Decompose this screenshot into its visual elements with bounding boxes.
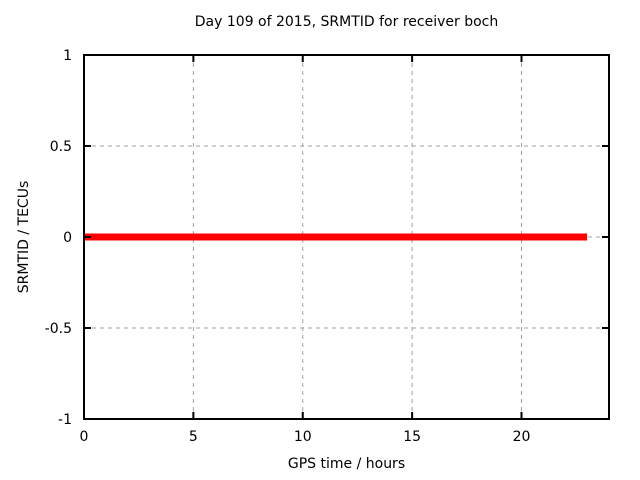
- y-tick-label: -0.5: [45, 321, 72, 337]
- chart-title: Day 109 of 2015, SRMTID for receiver boc…: [194, 14, 499, 30]
- x-tick-label: 0: [80, 429, 89, 445]
- x-axis-label: GPS time / hours: [287, 456, 406, 472]
- plot-border: [83, 54, 610, 420]
- y-axis-label: SRMTID / TECUs: [16, 180, 32, 294]
- y-tick-label: 0.5: [50, 139, 72, 155]
- y-tick-label: -1: [58, 412, 72, 428]
- x-tick-label: 5: [189, 429, 198, 445]
- x-tick-label: 20: [513, 429, 531, 445]
- x-tick-label: 15: [403, 429, 421, 445]
- y-tick-label: 1: [63, 48, 72, 64]
- x-tick-label: 10: [294, 429, 312, 445]
- y-tick-label: 0: [63, 230, 72, 246]
